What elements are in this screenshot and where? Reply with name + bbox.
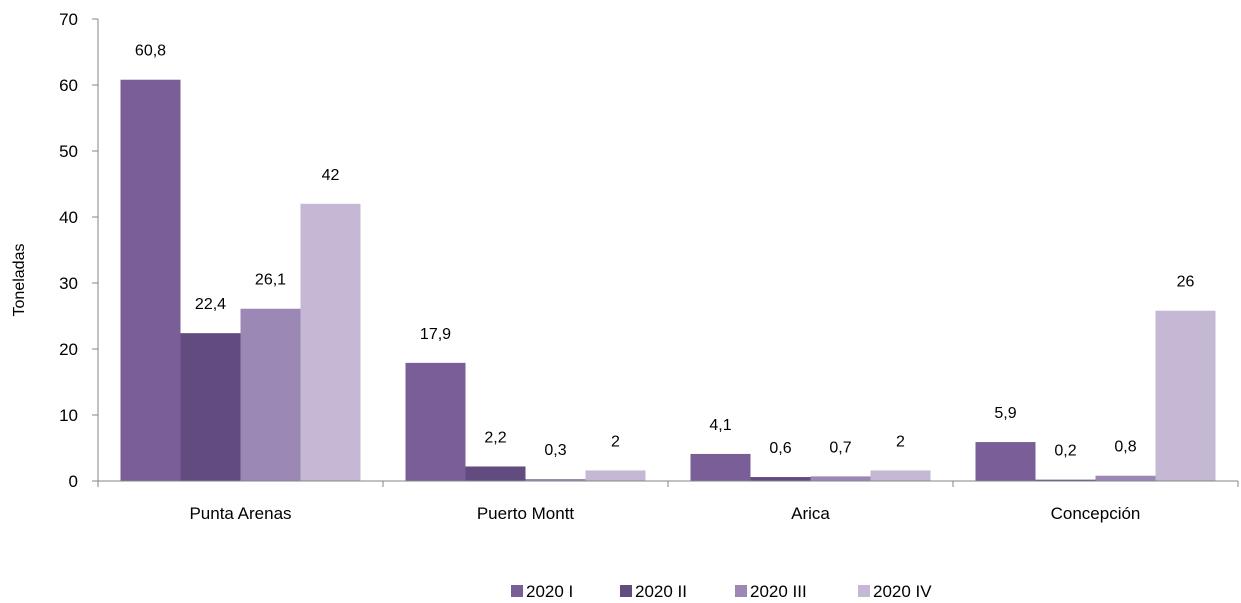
legend-label: 2020 IV [873,582,932,601]
data-label: 17,9 [420,326,451,343]
bar [750,477,811,481]
legend-label: 2020 III [750,582,807,601]
x-category-label: Arica [791,504,830,523]
bar [465,466,526,481]
bar [1095,475,1156,481]
data-label: 0,2 [1054,443,1076,460]
data-label: 2 [896,433,905,450]
legend-label: 2020 II [635,582,687,601]
x-category-label: Puerto Montt [477,504,575,523]
data-label: 42 [322,167,340,184]
bar [810,476,871,481]
data-label: 22,4 [195,296,226,313]
data-label: 0,8 [1114,439,1136,456]
legend-swatch [511,585,523,597]
x-axis: Punta Arenas Puerto Montt Arica Concepción [97,480,1239,523]
data-label: 0,7 [829,439,851,456]
bar [870,470,931,481]
bar [300,203,361,482]
data-label: 0,6 [769,440,791,457]
legend-label: 2020 I [526,582,573,601]
y-tick-label: 70 [59,10,78,29]
y-tick-label: 60 [59,76,78,95]
legend-swatch [858,585,870,597]
x-category-label: Concepción [1051,504,1141,523]
legend-swatch [620,585,632,597]
y-axis-title: Toneladas [11,244,28,317]
bar [180,333,241,481]
data-label: 4,1 [709,417,731,434]
y-tick-label: 40 [59,208,78,227]
y-tick-label: 30 [59,274,78,293]
y-axis: 0 10 20 30 40 50 60 70 [59,10,99,491]
bar [1035,479,1096,481]
data-label: 26,1 [255,272,286,289]
data-label: 60,8 [135,43,166,60]
data-label: 2,2 [484,429,506,446]
y-tick-label: 20 [59,340,78,359]
bar [975,442,1036,481]
bar [525,479,586,481]
bar [1155,310,1216,481]
bars: 60,8 22,4 26,1 42 17,9 2,2 0,3 2 4,1 0,6 0,7 2 5,9 0,… [120,43,1216,482]
bar [690,453,751,481]
bar [585,470,646,481]
data-label: 5,9 [994,405,1016,422]
data-label: 26 [1177,274,1195,291]
data-label: 2 [611,433,620,450]
legend-swatch [735,585,747,597]
bar [120,79,181,481]
legend: 2020 I 2020 II 2020 III 2020 IV [511,582,932,601]
data-label: 0,3 [544,442,566,459]
y-tick-label: 50 [59,142,78,161]
y-tick-label: 10 [59,406,78,425]
bar [240,308,301,481]
bar [405,362,466,481]
y-tick-label: 0 [69,472,78,491]
x-category-label: Punta Arenas [189,504,291,523]
